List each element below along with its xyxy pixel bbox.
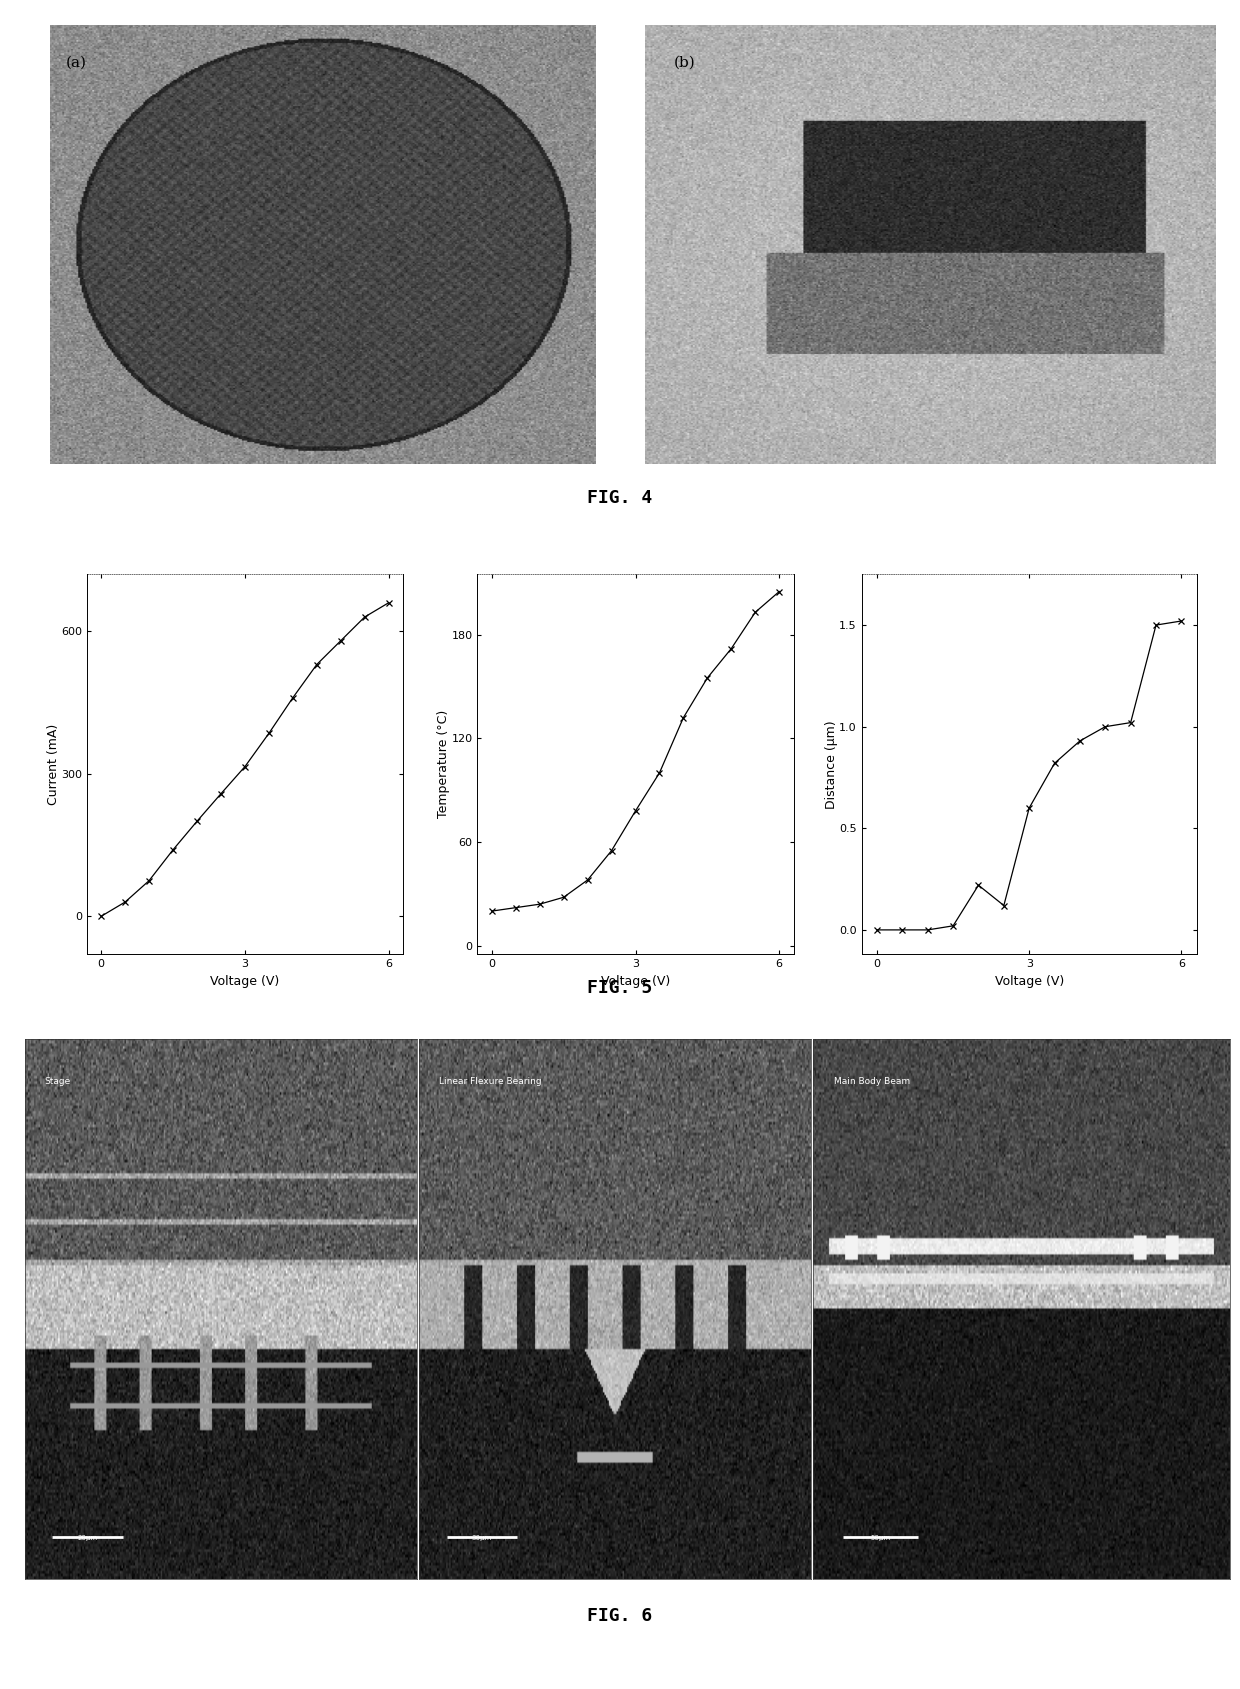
Text: 50μm: 50μm <box>870 1535 890 1542</box>
Y-axis label: Current (mA): Current (mA) <box>47 723 60 806</box>
Text: (b): (b) <box>673 56 696 69</box>
Y-axis label: Temperature (°C): Temperature (°C) <box>436 709 450 819</box>
X-axis label: Voltage (V): Voltage (V) <box>601 975 670 988</box>
Text: Main Body Beam: Main Body Beam <box>835 1076 910 1086</box>
Text: 30μm: 30μm <box>471 1535 492 1542</box>
Text: (a): (a) <box>66 56 87 69</box>
X-axis label: Voltage (V): Voltage (V) <box>211 975 279 988</box>
Text: Stage: Stage <box>45 1076 71 1086</box>
Text: FIG. 6: FIG. 6 <box>588 1608 652 1625</box>
Y-axis label: Distance (μm): Distance (μm) <box>825 720 838 809</box>
Text: FIG. 4: FIG. 4 <box>588 490 652 507</box>
Text: Linear Flexure Bearing: Linear Flexure Bearing <box>439 1076 542 1086</box>
Text: FIG. 5: FIG. 5 <box>588 980 652 997</box>
X-axis label: Voltage (V): Voltage (V) <box>994 975 1064 988</box>
Text: 20μm: 20μm <box>77 1535 98 1542</box>
